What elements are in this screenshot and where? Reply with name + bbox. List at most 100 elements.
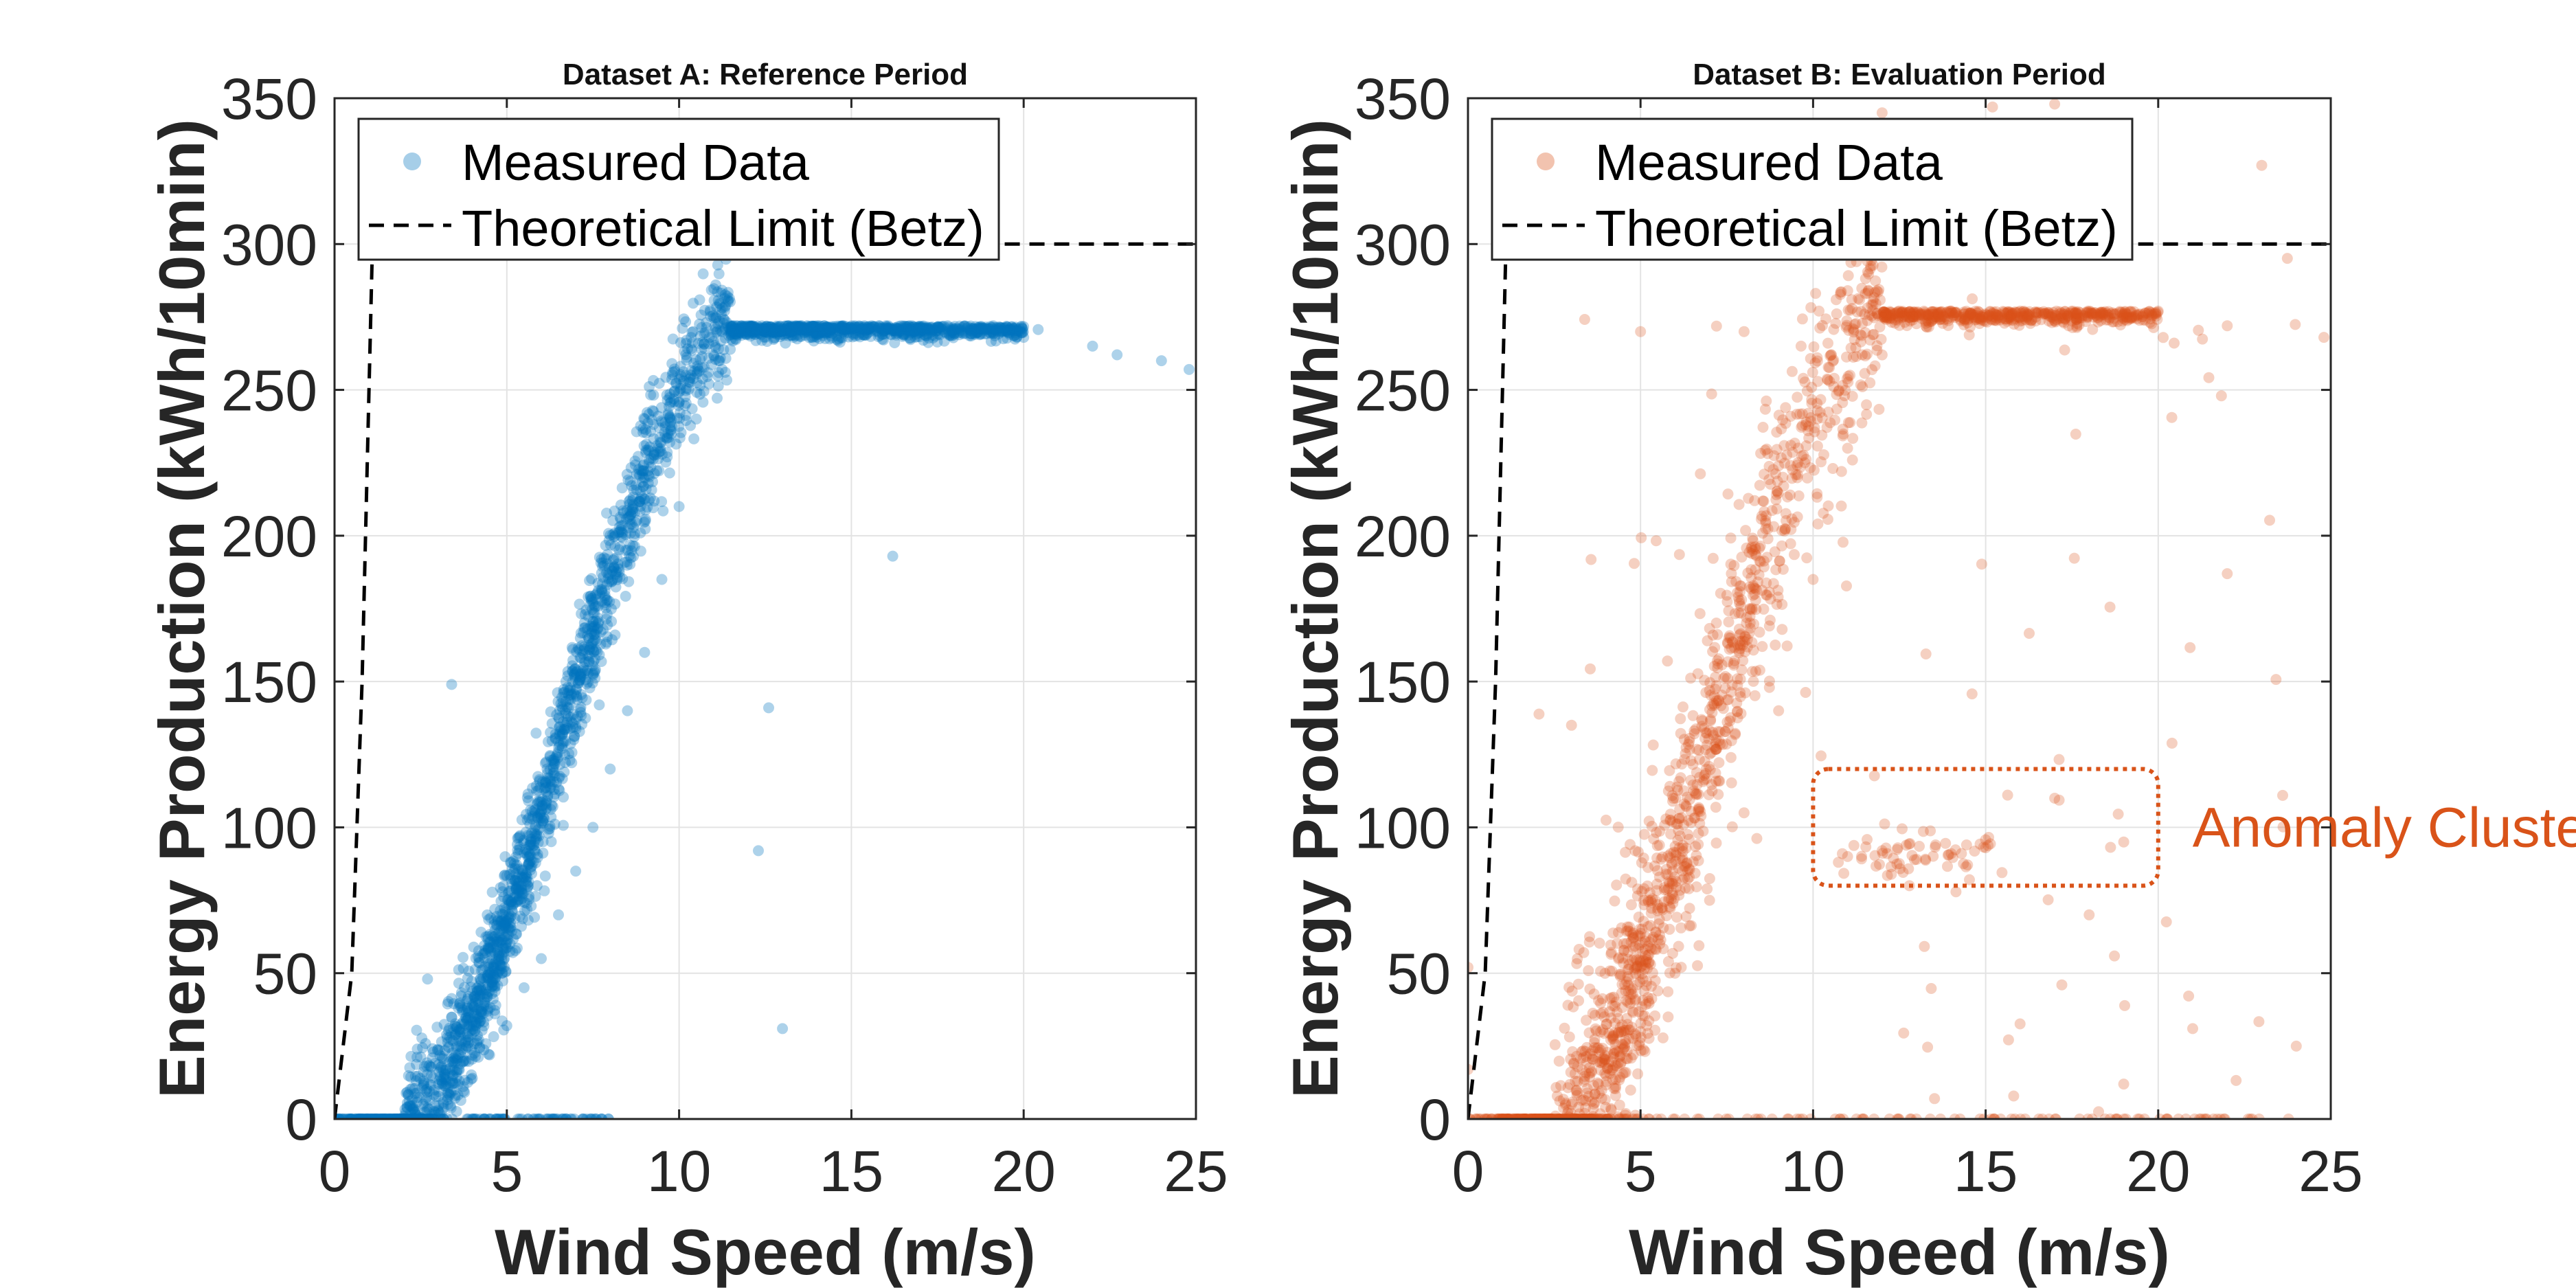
- scatter-point: [441, 1113, 453, 1119]
- scatter-point: [805, 320, 817, 332]
- scatter-point: [680, 338, 692, 349]
- scatter-point: [767, 324, 778, 335]
- scatter-point: [2169, 337, 2180, 349]
- scatter-point: [606, 576, 618, 588]
- scatter-point: [633, 464, 644, 475]
- scatter-point: [688, 433, 700, 444]
- scatter-point: [520, 869, 532, 881]
- scatter-point: [455, 1026, 466, 1037]
- scatter-point: [473, 957, 485, 969]
- scatter-point: [428, 1089, 440, 1100]
- scatter-point: [958, 328, 969, 339]
- scatter-point: [836, 320, 847, 332]
- scatter-point: [476, 1006, 488, 1017]
- scatter-point: [429, 1084, 440, 1096]
- scatter-point: [578, 622, 590, 634]
- scatter-point: [453, 1024, 465, 1035]
- scatter-point: [1811, 355, 1823, 367]
- scatter-point: [724, 323, 736, 335]
- scatter-point: [420, 1038, 431, 1050]
- scatter-point: [666, 429, 677, 440]
- scatter-point: [825, 321, 837, 333]
- scatter-point: [625, 462, 637, 473]
- scatter-point: [821, 321, 833, 332]
- scatter-point: [419, 1106, 431, 1118]
- scatter-point: [449, 1018, 461, 1030]
- scatter-point: [539, 813, 550, 824]
- scatter-point: [1778, 440, 1790, 451]
- scatter-point: [728, 326, 740, 337]
- scatter-point: [2160, 916, 2172, 927]
- scatter-point: [1772, 585, 1784, 596]
- scatter-point: [592, 600, 604, 612]
- scatter-point: [622, 705, 633, 716]
- scatter-point: [936, 321, 947, 332]
- scatter-point: [483, 961, 495, 973]
- scatter-point: [1825, 349, 1837, 361]
- scatter-point: [591, 629, 602, 641]
- scatter-point: [556, 740, 567, 752]
- scatter-point: [462, 993, 473, 1005]
- scatter-point: [837, 322, 848, 334]
- scatter-point: [1645, 907, 1657, 919]
- scatter-point: [1590, 1023, 1601, 1035]
- scatter-point: [807, 321, 819, 332]
- scatter-point: [637, 465, 649, 477]
- scatter-point: [449, 1057, 460, 1069]
- scatter-point: [468, 991, 480, 1002]
- scatter-point: [1833, 385, 1845, 396]
- scatter-point: [522, 829, 534, 841]
- scatter-point: [471, 1017, 482, 1028]
- scatter-point: [2014, 1018, 2026, 1030]
- scatter-point: [503, 899, 515, 910]
- scatter-point: [526, 806, 538, 817]
- scatter-point: [1596, 993, 1608, 1004]
- scatter-point: [901, 321, 912, 333]
- scatter-point: [444, 1022, 455, 1034]
- scatter-point: [468, 1007, 479, 1019]
- scatter-point: [1611, 879, 1623, 891]
- scatter-point: [415, 1114, 427, 1119]
- scatter-point: [859, 321, 871, 332]
- scatter-point: [753, 845, 764, 857]
- scatter-point: [878, 326, 890, 337]
- scatter-point: [445, 1027, 457, 1039]
- scatter-point: [858, 329, 870, 341]
- scatter-point: [746, 321, 758, 332]
- scatter-point: [634, 470, 646, 482]
- scatter-point: [448, 1085, 460, 1096]
- scatter-point: [435, 1061, 447, 1073]
- scatter-point: [622, 512, 634, 523]
- scatter-point: [834, 320, 846, 332]
- scatter-point: [711, 301, 723, 313]
- scatter-point: [901, 324, 912, 335]
- scatter-point: [1708, 690, 1720, 702]
- scatter-point: [510, 928, 522, 940]
- scatter-point: [1830, 317, 1842, 329]
- scatter-point: [821, 326, 833, 338]
- scatter-point: [648, 495, 660, 507]
- scatter-point: [1549, 1039, 1561, 1050]
- scatter-point: [482, 909, 493, 920]
- scatter-point: [606, 615, 618, 627]
- scatter-point: [466, 1069, 477, 1081]
- scatter-point: [535, 805, 547, 817]
- scatter-point: [1721, 637, 1733, 648]
- scatter-point: [532, 812, 543, 823]
- scatter-point: [754, 323, 765, 335]
- scatter-point: [502, 929, 514, 940]
- scatter-point: [1882, 870, 1893, 881]
- scatter-point: [424, 1114, 436, 1119]
- scatter-point: [1806, 381, 1818, 393]
- scatter-point: [379, 1114, 391, 1119]
- scatter-point: [1693, 839, 1704, 850]
- scatter-point: [691, 377, 703, 388]
- scatter-point: [829, 325, 841, 337]
- scatter-point: [744, 326, 756, 338]
- scatter-point: [752, 320, 763, 332]
- scatter-point: [657, 416, 668, 428]
- scatter-point: [549, 818, 561, 830]
- scatter-point: [590, 644, 602, 656]
- scatter-point: [482, 1006, 493, 1017]
- scatter-point: [1950, 886, 1962, 898]
